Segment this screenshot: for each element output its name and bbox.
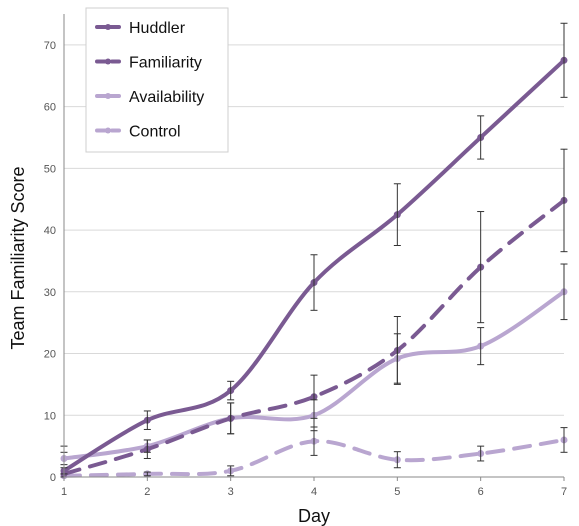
error-bar-control [393,451,401,469]
legend-marker-huddler [105,24,111,30]
legend-label-huddler: Huddler [129,20,186,37]
error-bar-control [227,465,235,477]
x-tick-label: 4 [311,486,317,498]
error-bar-availability [393,333,401,384]
y-tick-label: 50 [44,163,56,175]
legend-marker-familiarity [105,58,111,65]
y-tick-label: 40 [44,225,56,237]
legend: Huddler Familiarity Availability Control [85,7,229,153]
error-bar-availability [143,439,151,453]
x-tick-label: 1 [61,486,67,498]
legend-marker-control [105,127,111,134]
y-tick-label: 70 [44,40,56,52]
x-tick-label: 6 [478,486,484,498]
error-bar-availability [477,327,485,366]
x-tick-label: 5 [394,486,400,498]
y-tick-label: 10 [44,410,56,422]
error-bar-huddler [560,22,568,98]
error-bar-familiarity [560,148,568,253]
y-axis-title: Team Familiarity Score [8,166,28,349]
x-tick-label: 3 [228,486,234,498]
error-bar-huddler [310,254,318,311]
error-bar-control [560,427,568,453]
x-axis-title: Day [298,506,330,526]
error-bar-control [143,471,151,477]
error-bar-control [477,445,485,462]
error-bar-huddler [227,380,235,401]
legend-label-familiarity: Familiarity [129,55,202,72]
error-bar-availability [560,263,568,321]
y-tick-label: 30 [44,287,56,299]
error-bar-huddler [393,183,401,246]
error-bar-huddler [143,410,151,430]
legend-box [85,7,229,153]
y-tick-label: 20 [44,349,56,361]
x-tick-label: 2 [144,486,150,498]
axes: 0 10 20 30 40 50 60 70 1 2 3 4 5 6 7 [44,14,567,498]
legend-label-availability: Availability [129,89,204,106]
legend-label-control: Control [129,124,181,141]
error-bar-huddler [477,115,485,160]
error-bar-availability [227,402,235,435]
x-tick-label: 7 [561,486,567,498]
legend-marker-availability [105,93,111,99]
error-bars [60,22,568,478]
y-tick-label: 0 [50,472,56,484]
error-bar-familiarity [477,211,485,324]
y-tick-label: 60 [44,102,56,114]
error-bar-control [310,426,318,456]
